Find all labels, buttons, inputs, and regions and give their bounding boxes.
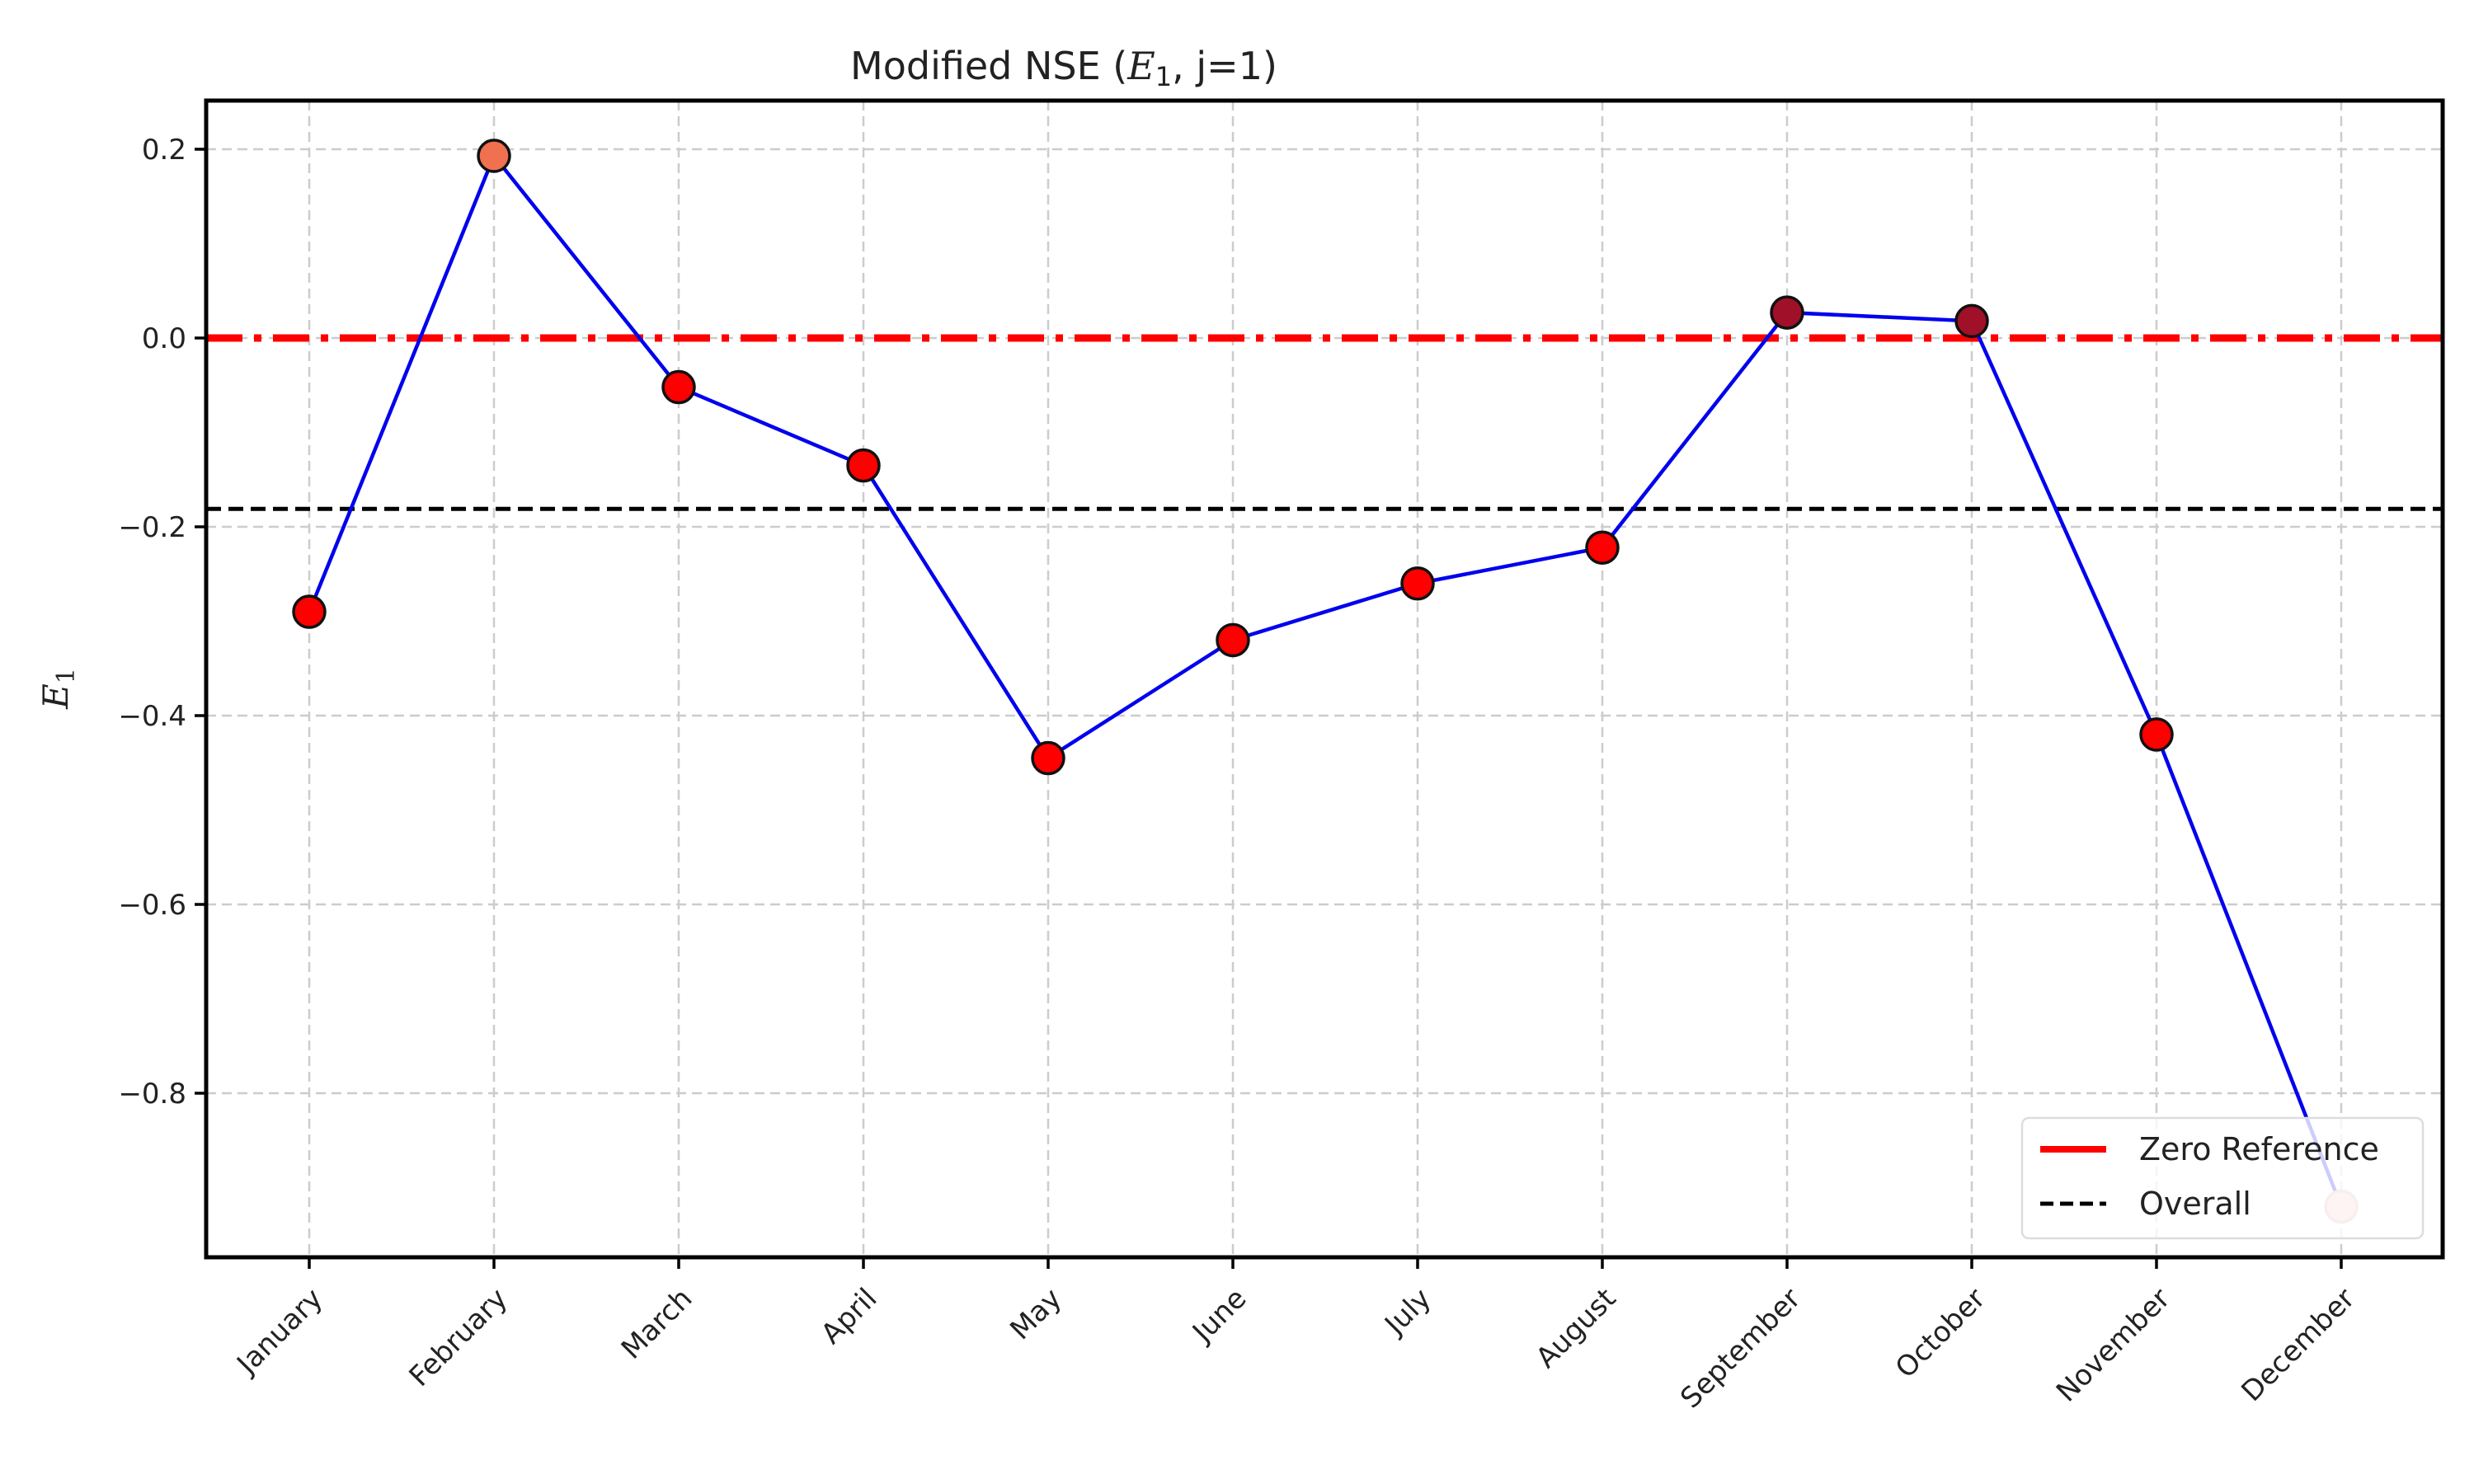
x-tick-label: August <box>1530 1282 1622 1374</box>
data-point-october <box>1954 303 1989 339</box>
y-tick-label: −0.6 <box>118 889 186 922</box>
data-point-january <box>292 594 327 629</box>
legend-label: Overall <box>2139 1186 2251 1222</box>
ylabel-subscript: 1 <box>52 668 81 683</box>
x-tick-label: December <box>2235 1282 2361 1408</box>
title-suffix: , j=1) <box>1172 44 1277 88</box>
data-point-august <box>1585 530 1620 565</box>
plot-frame <box>204 98 2445 1260</box>
svg-text:E1: E1 <box>35 668 81 710</box>
y-tick-label: 0.2 <box>142 134 186 167</box>
legend-label: Zero Reference <box>2139 1131 2379 1167</box>
x-tick-label: October <box>1889 1282 1992 1385</box>
chart-title: Modified NSE (E1, j=1) <box>850 44 1277 92</box>
x-tick-label: November <box>2050 1282 2176 1408</box>
data-point-july <box>1400 566 1435 601</box>
reference-lines <box>206 334 2443 511</box>
series-line <box>307 152 2344 1208</box>
title-symbol: E <box>1126 44 1155 88</box>
legend-box <box>2020 1116 2425 1240</box>
y-tick-label: 0.0 <box>142 322 186 355</box>
data-point-november <box>2139 717 2174 752</box>
x-tick-label: March <box>615 1282 699 1366</box>
y-tick-label: −0.2 <box>118 511 186 544</box>
data-point-march <box>661 369 696 405</box>
data-point-may <box>1031 740 1065 776</box>
x-tick-label: June <box>1185 1282 1253 1350</box>
ylabel-symbol: E <box>35 683 76 710</box>
x-tick-label: May <box>1004 1282 1068 1346</box>
x-tick-label: September <box>1674 1282 1807 1415</box>
y-tick-label: −0.8 <box>118 1078 186 1111</box>
x-tick-label: February <box>403 1282 515 1393</box>
x-tick-label: July <box>1377 1282 1437 1342</box>
title-subscript: 1 <box>1155 61 1172 92</box>
grid-layer <box>206 101 2443 1257</box>
data-point-april <box>846 448 881 483</box>
y-axis-label: E1 <box>35 668 81 710</box>
data-point-february <box>477 139 511 173</box>
legend: Zero Reference Overall <box>2020 1116 2425 1240</box>
series-layer <box>292 139 2359 1224</box>
x-tick-label: April <box>815 1282 883 1350</box>
data-point-june <box>1216 622 1250 658</box>
data-point-september <box>1770 295 1804 330</box>
title-prefix: Modified NSE ( <box>850 44 1127 88</box>
x-tick-label: January <box>230 1282 330 1382</box>
y-tick-label: −0.4 <box>118 700 186 733</box>
